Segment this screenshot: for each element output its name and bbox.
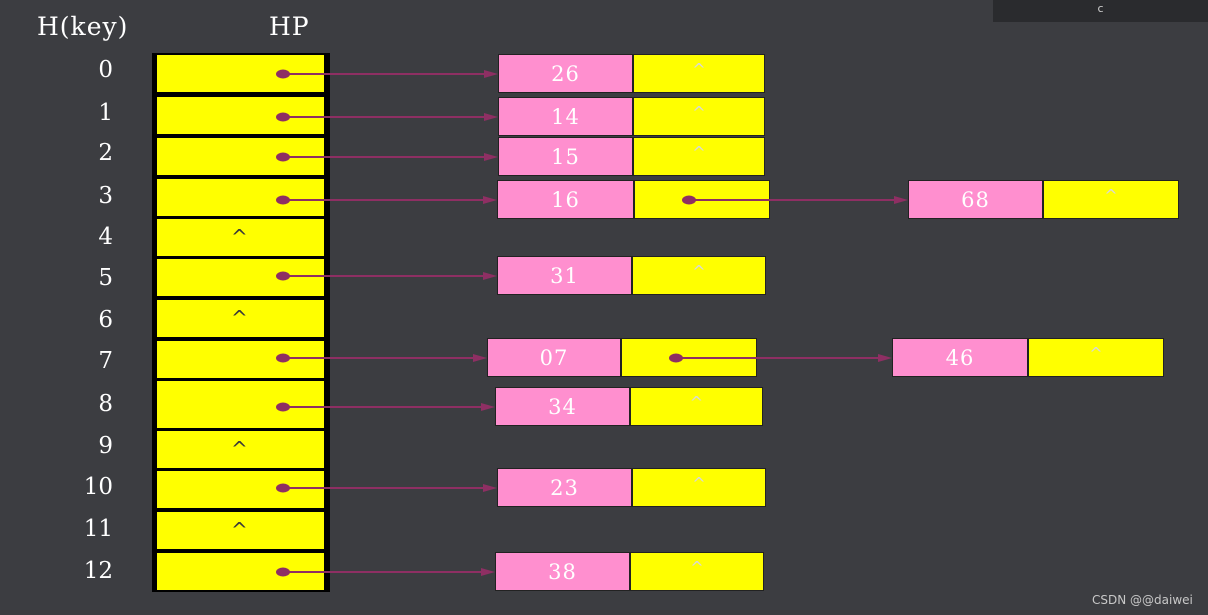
null-pointer-symbol: ^ xyxy=(231,306,248,330)
null-pointer-symbol: ^ xyxy=(231,225,248,249)
window-corner-text: c xyxy=(1097,2,1104,15)
slot-index-7: 7 xyxy=(98,348,113,374)
slot-index-2: 2 xyxy=(98,140,113,166)
arrow-slot-8-origin-dot xyxy=(276,402,290,412)
arrow-slot-0-head xyxy=(484,70,498,78)
arrow-slot-5-origin-dot xyxy=(276,271,290,281)
slot-index-8: 8 xyxy=(98,391,113,417)
arrow-slot-8-head xyxy=(481,403,495,411)
arrow-slot-2-head xyxy=(484,153,498,161)
node-next-pointer: ^ xyxy=(632,256,766,295)
null-pointer-symbol: ^ xyxy=(690,558,704,577)
watermark: CSDN @@daiwei xyxy=(1092,593,1193,607)
arrow-slot-3-head xyxy=(483,196,497,204)
node-key-14: 14 xyxy=(498,97,633,136)
table-slot-11 xyxy=(157,512,324,549)
arrow-slot-2-origin-dot xyxy=(276,152,290,162)
node-key-07: 07 xyxy=(487,338,621,377)
node-key-31: 31 xyxy=(497,256,632,295)
node-key-68: 68 xyxy=(908,180,1043,219)
node-next-pointer: ^ xyxy=(630,552,764,591)
node-next-pointer: ^ xyxy=(1043,180,1179,219)
table-slot-5 xyxy=(157,259,324,296)
slot-index-4: 4 xyxy=(98,224,113,250)
arrow-slot-5-head xyxy=(483,272,497,280)
arrow-slot-1-origin-dot xyxy=(276,112,290,122)
null-pointer-symbol: ^ xyxy=(692,262,706,281)
null-pointer-symbol: ^ xyxy=(231,437,248,461)
arrow-node-07-head xyxy=(878,354,892,362)
table-column-header: HP xyxy=(269,12,310,41)
node-key-26: 26 xyxy=(498,54,633,93)
table-slot-9 xyxy=(157,431,324,468)
null-pointer-symbol: ^ xyxy=(692,103,706,122)
arrow-slot-12-origin-dot xyxy=(276,567,290,577)
node-next-pointer: ^ xyxy=(1028,338,1164,377)
table-slot-6 xyxy=(157,300,324,337)
table-slot-4 xyxy=(157,219,324,256)
arrow-slot-7-origin-dot xyxy=(276,353,290,363)
null-pointer-symbol: ^ xyxy=(231,518,248,542)
arrow-node-07-origin-dot xyxy=(669,353,683,363)
node-key-46: 46 xyxy=(892,338,1028,377)
node-next-pointer: ^ xyxy=(630,387,763,426)
slot-index-12: 12 xyxy=(83,558,113,584)
table-slot-10 xyxy=(157,471,324,508)
node-next-pointer: ^ xyxy=(633,137,765,176)
table-slot-8 xyxy=(157,381,324,428)
node-key-15: 15 xyxy=(498,137,633,176)
arrow-slot-10-origin-dot xyxy=(276,483,290,493)
arrow-slot-7-head xyxy=(473,354,487,362)
arrow-slot-0-origin-dot xyxy=(276,69,290,79)
slot-index-9: 9 xyxy=(98,433,113,459)
slot-index-11: 11 xyxy=(83,516,113,542)
arrow-slot-10-head xyxy=(483,484,497,492)
slot-index-6: 6 xyxy=(98,307,113,333)
node-key-34: 34 xyxy=(495,387,630,426)
arrow-slot-3-origin-dot xyxy=(276,195,290,205)
node-next-pointer: ^ xyxy=(632,468,766,507)
node-key-38: 38 xyxy=(495,552,630,591)
arrow-slot-12-head xyxy=(481,568,495,576)
arrow-slot-1-head xyxy=(484,113,498,121)
window-corner-bar: c xyxy=(993,0,1208,22)
null-pointer-symbol: ^ xyxy=(1104,186,1118,205)
table-slot-3 xyxy=(157,179,324,216)
slot-index-3: 3 xyxy=(98,183,113,209)
null-pointer-symbol: ^ xyxy=(1089,344,1103,363)
null-pointer-symbol: ^ xyxy=(692,60,706,79)
null-pointer-symbol: ^ xyxy=(689,393,704,412)
key-column-header: H(key) xyxy=(37,12,129,41)
node-key-16: 16 xyxy=(497,180,634,219)
arrow-node-16-origin-dot xyxy=(682,195,696,205)
node-next-pointer: ^ xyxy=(633,54,765,93)
slot-index-0: 0 xyxy=(98,57,113,83)
slot-index-10: 10 xyxy=(83,474,113,500)
null-pointer-symbol: ^ xyxy=(692,143,706,162)
slot-index-5: 5 xyxy=(98,265,113,291)
arrow-node-16-head xyxy=(894,196,908,204)
table-slot-7 xyxy=(157,341,324,378)
node-next-pointer: ^ xyxy=(633,97,765,136)
table-slot-1 xyxy=(157,97,324,134)
slot-index-1: 1 xyxy=(98,100,113,126)
null-pointer-symbol: ^ xyxy=(692,474,706,493)
node-key-23: 23 xyxy=(497,468,632,507)
